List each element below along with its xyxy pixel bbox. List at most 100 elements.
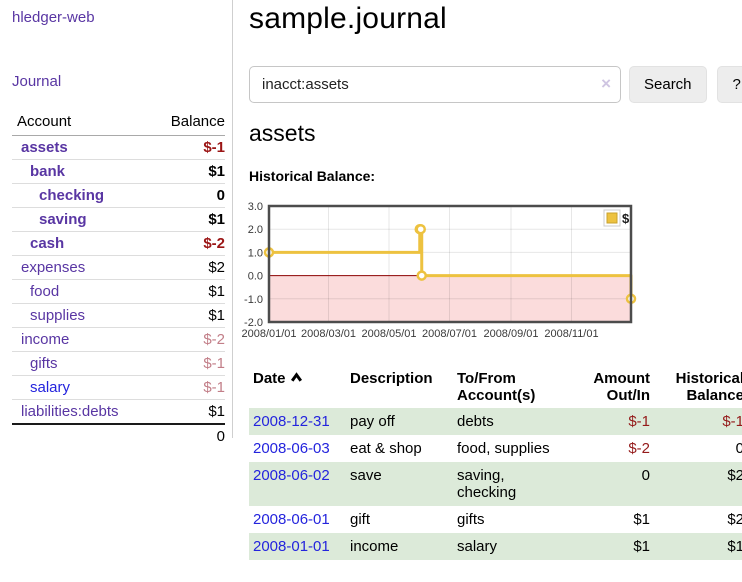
- register-row: 2008-06-01 gift gifts $1 $2: [249, 506, 742, 533]
- accounts-table: Account Balance assets $-1 bank $1 checking 0…: [12, 111, 225, 449]
- register-accounts-cell: gifts: [457, 511, 485, 528]
- account-balance: $1: [148, 207, 225, 232]
- register-row: 2008-06-03 eat & shop food, supplies $-2 0: [249, 435, 742, 462]
- account-link[interactable]: assets: [21, 139, 68, 156]
- account-row: cash $-2: [12, 231, 225, 256]
- account-row: salary $-1: [12, 375, 225, 400]
- transaction-date-link[interactable]: 2008-06-03: [253, 440, 330, 457]
- register-row: 2008-06-02 save saving, checking 0 $2: [249, 462, 742, 506]
- account-link[interactable]: expenses: [21, 259, 86, 276]
- svg-text:0.0: 0.0: [248, 271, 263, 283]
- register-accounts-cell: saving, checking: [457, 467, 517, 501]
- account-balance: 0: [148, 183, 225, 208]
- register-header-description: Description: [350, 370, 433, 387]
- register-date-cell: 2008-01-01: [249, 533, 346, 560]
- register-date-cell: 2008-12-31: [249, 408, 346, 435]
- main-content: sample.journal × Search ? assets Histori…: [233, 0, 742, 560]
- account-balance: $-1: [148, 351, 225, 376]
- search-button[interactable]: Search: [629, 66, 707, 103]
- transaction-date-link[interactable]: 2008-06-01: [253, 511, 330, 528]
- account-row: saving $1: [12, 207, 225, 232]
- svg-text:2008/07/01: 2008/07/01: [422, 328, 477, 340]
- account-row: income $-2: [12, 327, 225, 352]
- account-balance: $1: [148, 399, 225, 425]
- accounts-header-balance: Balance: [148, 111, 225, 136]
- account-link[interactable]: supplies: [30, 307, 86, 324]
- register-balance-cell: $-1: [722, 413, 742, 430]
- account-balance: $2: [148, 255, 225, 280]
- account-row: bank $1: [12, 159, 225, 184]
- page: hledger-web Journal Account Balance asse…: [0, 0, 742, 560]
- register-balance-cell: 0: [735, 440, 742, 457]
- help-button[interactable]: ?: [716, 66, 742, 103]
- svg-text:2008/11/01: 2008/11/01: [544, 328, 598, 340]
- account-link[interactable]: food: [30, 283, 60, 300]
- register-description-cell: eat & shop: [350, 440, 422, 457]
- clear-search-icon[interactable]: ×: [601, 74, 611, 93]
- register-header-accounts: To/From Account(s): [457, 370, 536, 404]
- account-row: checking 0: [12, 183, 225, 208]
- sidebar-item-journal[interactable]: Journal: [12, 73, 62, 90]
- account-balance: $-1: [148, 375, 225, 400]
- register-amount-cell: $1: [633, 538, 650, 555]
- svg-text:-2.0: -2.0: [244, 317, 263, 329]
- register-header-row: Date Description To/From Account(s) Amou…: [249, 368, 742, 408]
- app-title-link[interactable]: hledger-web: [12, 9, 95, 26]
- register-amount-cell: $-1: [628, 413, 650, 430]
- page-title: sample.journal: [249, 2, 447, 35]
- search-bar: × Search ?: [249, 66, 742, 103]
- register-amount-cell: 0: [641, 467, 650, 484]
- search-input[interactable]: [249, 66, 621, 103]
- svg-text:3.0: 3.0: [248, 201, 263, 213]
- account-balance: $-1: [148, 135, 225, 160]
- register-date-cell: 2008-06-02: [249, 462, 346, 506]
- register-description-cell: save: [350, 467, 382, 484]
- register-row: 2008-01-01 income salary $1 $1: [249, 533, 742, 560]
- register-date-cell: 2008-06-03: [249, 435, 346, 462]
- register-table: Date Description To/From Account(s) Amou…: [249, 368, 742, 560]
- register-header-amount: Amount Out/In: [593, 370, 650, 404]
- transaction-date-link[interactable]: 2008-12-31: [253, 413, 330, 430]
- accounts-header-account: Account: [12, 111, 149, 136]
- register-accounts-cell: salary: [457, 538, 498, 555]
- accounts-total-row: 0: [12, 423, 225, 449]
- account-row: gifts $-1: [12, 351, 225, 376]
- account-link[interactable]: saving: [39, 211, 87, 228]
- register-header-balance: Historical Balance: [675, 370, 742, 404]
- historical-balance-chart[interactable]: 2008/01/01 2008/03/01 2008/05/01 2008/07/01…: [239, 200, 742, 342]
- register-row: 2008-12-31 pay off debts $-1 $-1: [249, 408, 742, 435]
- register-accounts-cell: food, supplies: [457, 440, 550, 457]
- accounts-total-balance: 0: [148, 423, 225, 449]
- register-balance-cell: $1: [727, 538, 742, 555]
- register-date-cell: 2008-06-01: [249, 506, 346, 533]
- account-link[interactable]: salary: [30, 379, 71, 396]
- account-link[interactable]: checking: [39, 187, 105, 204]
- svg-text:2.0: 2.0: [248, 224, 263, 236]
- account-link[interactable]: gifts: [30, 355, 58, 372]
- register-balance-cell: $2: [727, 467, 742, 484]
- account-row: liabilities:debts $1: [12, 399, 225, 425]
- account-heading: assets: [249, 120, 316, 146]
- account-link[interactable]: bank: [30, 163, 66, 180]
- chart-title: Historical Balance:: [249, 168, 376, 184]
- transaction-date-link[interactable]: 2008-06-02: [253, 467, 330, 484]
- svg-text:$: $: [622, 211, 630, 226]
- sidebar: hledger-web Journal Account Balance asse…: [0, 0, 233, 449]
- account-link[interactable]: income: [21, 331, 70, 348]
- svg-text:2008/03/01: 2008/03/01: [301, 328, 356, 340]
- svg-text:2008/01/01: 2008/01/01: [241, 328, 296, 340]
- account-balance: $1: [148, 159, 225, 184]
- register-amount-cell: $-2: [628, 440, 650, 457]
- account-balance: $1: [148, 279, 225, 304]
- register-accounts-cell: debts: [457, 413, 494, 430]
- transaction-date-link[interactable]: 2008-01-01: [253, 538, 330, 555]
- register-header-date[interactable]: Date: [249, 368, 346, 408]
- register-description-cell: gift: [350, 511, 371, 528]
- register-balance-cell: $2: [727, 511, 742, 528]
- svg-text:-1.0: -1.0: [244, 294, 263, 306]
- account-row: expenses $2: [12, 255, 225, 280]
- register-description-cell: pay off: [350, 413, 395, 430]
- account-link[interactable]: liabilities:debts: [21, 403, 119, 420]
- account-link[interactable]: cash: [30, 235, 65, 252]
- account-balance: $-2: [148, 231, 225, 256]
